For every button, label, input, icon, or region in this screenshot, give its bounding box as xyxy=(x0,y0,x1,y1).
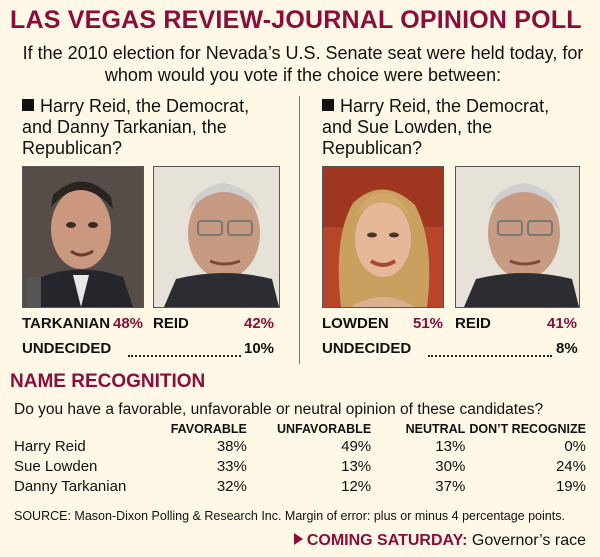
table-cell: 13% xyxy=(341,457,372,475)
tarkanian-pct: 48% xyxy=(113,315,144,332)
column-header-name xyxy=(12,420,147,436)
table-cell: 19% xyxy=(555,477,586,495)
table-cell: 38% xyxy=(216,437,247,455)
reid-label-1: REID xyxy=(153,315,189,332)
column-header: FAVORABLE xyxy=(170,422,247,436)
matchup-2-prompt: Harry Reid, the Democrat, and Sue Lowden… xyxy=(322,96,582,159)
coming-label: COMING SATURDAY: xyxy=(306,532,468,549)
table-header-row: FAVORABLE UNFAVORABLE NEUTRAL DON’T RECO… xyxy=(12,420,590,436)
table-row: Danny Tarkanian 32% 12% 37% 19% xyxy=(12,476,590,496)
table-cell: 37% xyxy=(435,477,466,495)
tarkanian-label: TARKANIAN xyxy=(22,315,111,332)
undecided-pct-1: 10% xyxy=(244,340,275,357)
lowden-photo xyxy=(322,166,444,308)
bullet-square-icon xyxy=(22,99,34,111)
row-name: Harry Reid xyxy=(14,437,86,455)
recognition-table: FAVORABLE UNFAVORABLE NEUTRAL DON’T RECO… xyxy=(12,420,590,496)
table-cell: 30% xyxy=(435,457,466,475)
matchup-1-prompt: Harry Reid, the Democrat, and Danny Tark… xyxy=(22,96,282,159)
row-name: Sue Lowden xyxy=(14,457,98,475)
reid-pct-1: 42% xyxy=(244,315,275,332)
undecided-label-2: UNDECIDED xyxy=(322,340,412,357)
triangle-arrow-icon xyxy=(293,533,303,545)
undecided-pct-2: 8% xyxy=(556,340,578,357)
matchup-1-prompt-text: Harry Reid, the Democrat, and Danny Tark… xyxy=(22,96,250,158)
column-divider xyxy=(299,96,300,364)
table-cell: 0% xyxy=(564,437,586,455)
lowden-pct: 51% xyxy=(413,315,444,332)
reid-photo-1 xyxy=(153,166,280,308)
column-header: DON’T RECOGNIZE xyxy=(469,422,586,436)
reid-label-2: REID xyxy=(455,315,491,332)
recognition-question: Do you have a favorable, unfavorable or … xyxy=(14,401,544,418)
table-cell: 33% xyxy=(216,457,247,475)
coming-saturday: COMING SATURDAY: Governor’s race xyxy=(293,532,586,550)
lowden-label: LOWDEN xyxy=(322,315,389,332)
reid-pct-2: 41% xyxy=(547,315,578,332)
undecided-label-1: UNDECIDED xyxy=(22,340,112,357)
reid-photo-2 xyxy=(455,166,580,308)
poll-question: If the 2010 election for Nevada’s U.S. S… xyxy=(22,43,584,85)
matchup-2-prompt-text: Harry Reid, the Democrat, and Sue Lowden… xyxy=(322,96,550,158)
tarkanian-photo xyxy=(22,166,144,308)
coming-text: Governor’s race xyxy=(471,532,586,549)
table-cell: 12% xyxy=(341,477,372,495)
row-name: Danny Tarkanian xyxy=(14,477,127,495)
table-cell: 49% xyxy=(341,437,372,455)
dotted-leader-2 xyxy=(428,355,552,357)
section-heading: NAME RECOGNITION xyxy=(10,371,206,392)
bullet-square-icon xyxy=(322,99,334,111)
table-row: Sue Lowden 33% 13% 30% 24% xyxy=(12,456,590,476)
column-header: NEUTRAL xyxy=(405,422,466,436)
table-cell: 32% xyxy=(216,477,247,495)
page-title: LAS VEGAS REVIEW-JOURNAL OPINION POLL xyxy=(10,6,582,34)
table-row: Harry Reid 38% 49% 13% 0% xyxy=(12,436,590,456)
table-cell: 13% xyxy=(435,437,466,455)
column-header: UNFAVORABLE xyxy=(276,422,372,436)
dotted-leader-1 xyxy=(128,355,241,357)
source-note: SOURCE: Mason-Dixon Polling & Research I… xyxy=(14,509,565,523)
table-cell: 24% xyxy=(555,457,586,475)
